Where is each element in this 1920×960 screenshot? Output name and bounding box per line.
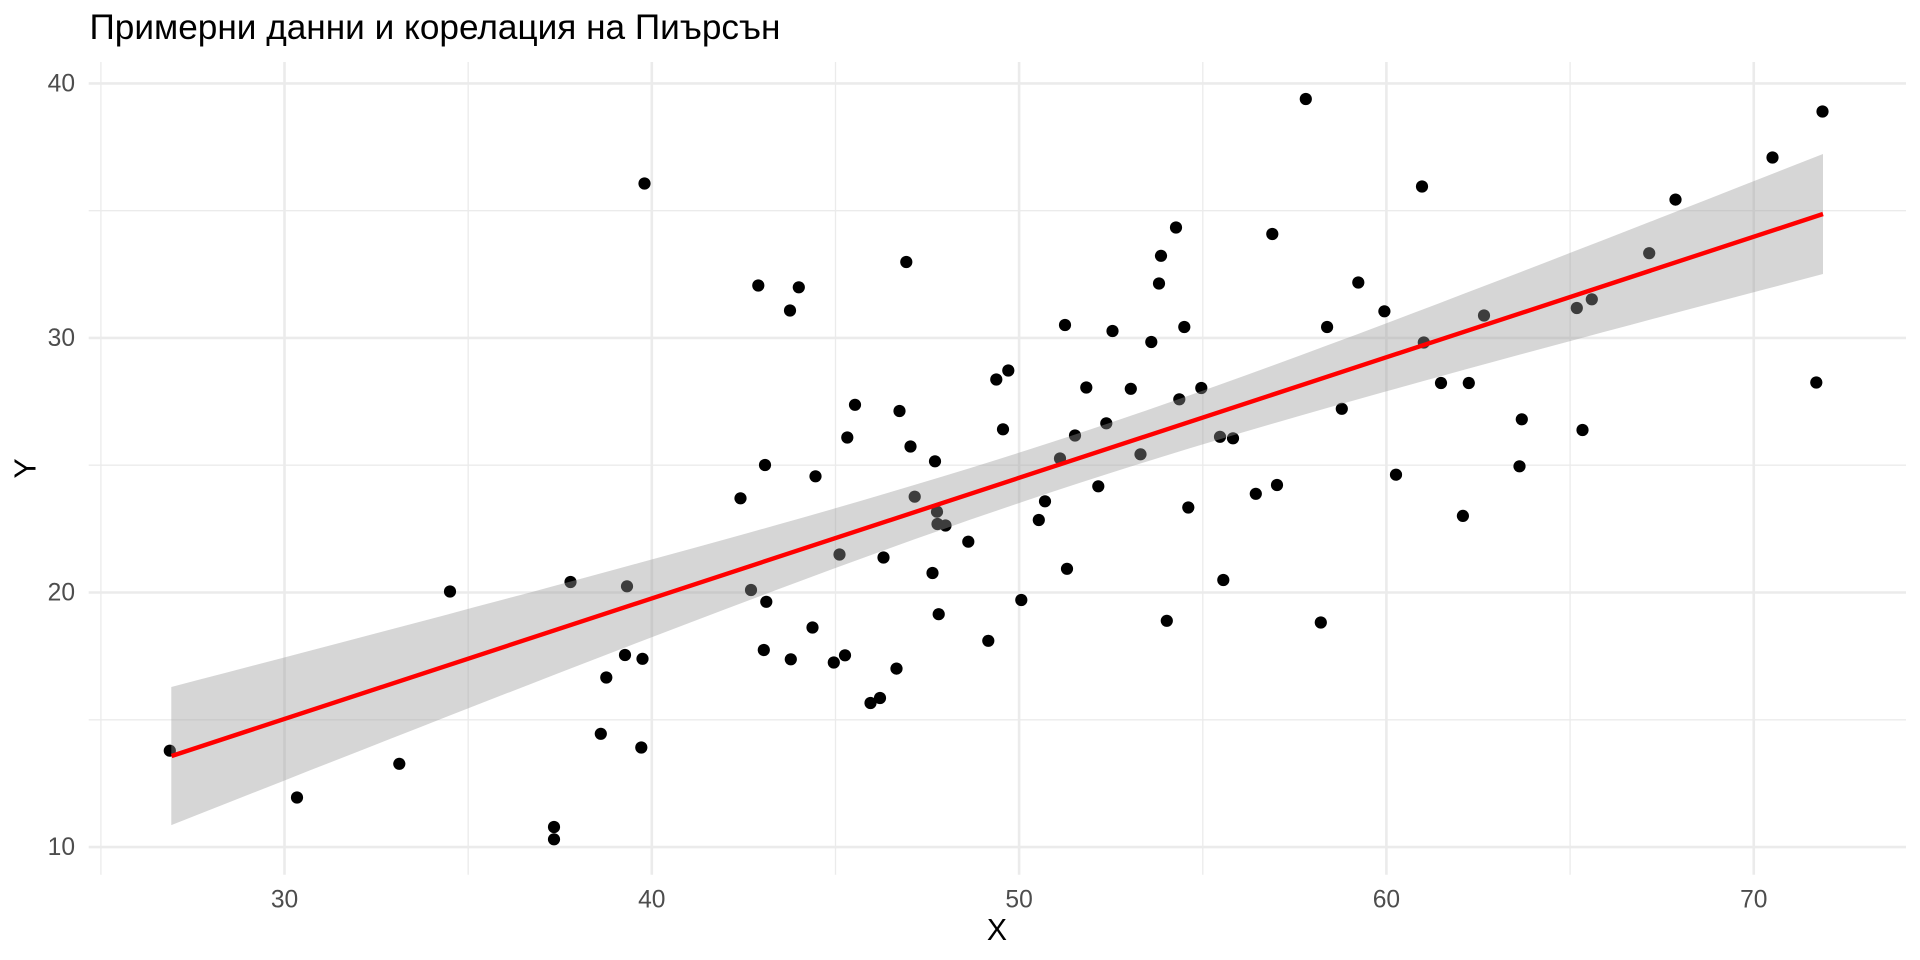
svg-text:10: 10 <box>48 834 75 861</box>
svg-text:60: 60 <box>1373 887 1400 914</box>
svg-text:X: X <box>987 914 1007 947</box>
svg-text:50: 50 <box>1005 887 1032 914</box>
svg-text:40: 40 <box>638 887 665 914</box>
svg-text:40: 40 <box>48 71 75 98</box>
svg-text:Y: Y <box>10 458 43 478</box>
svg-text:70: 70 <box>1740 887 1767 914</box>
svg-text:Примерни данни и корелация на: Примерни данни и корелация на Пиърсън <box>90 8 781 47</box>
svg-text:20: 20 <box>48 580 75 607</box>
svg-text:30: 30 <box>48 325 75 352</box>
svg-text:30: 30 <box>271 887 298 914</box>
